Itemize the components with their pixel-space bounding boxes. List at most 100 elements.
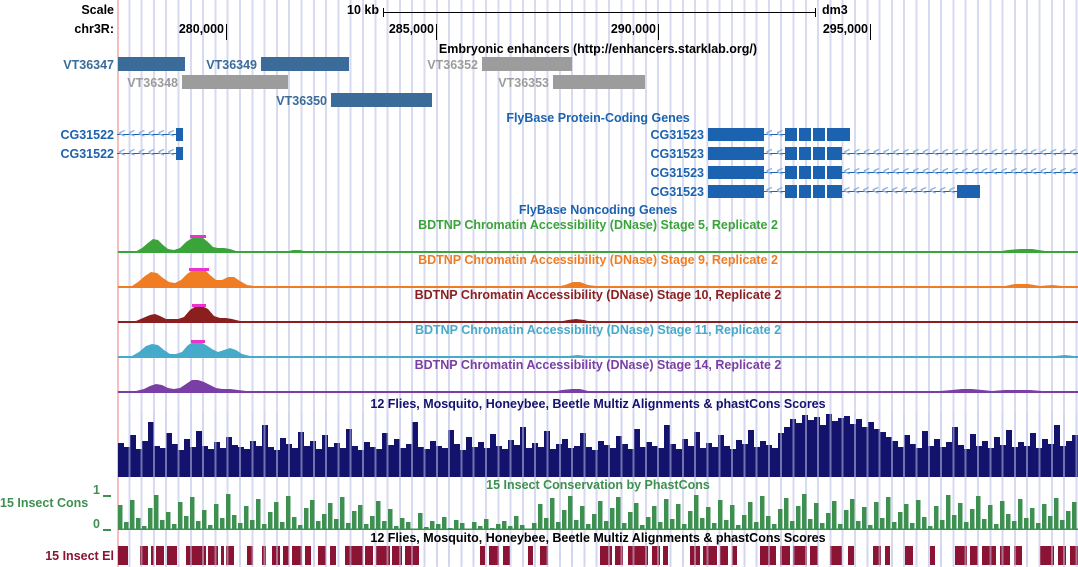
conserved-element-block [690, 546, 700, 565]
enhancer-item[interactable] [118, 57, 185, 71]
gene-exon[interactable] [827, 128, 842, 141]
track-title-bdtnp-4[interactable]: BDTNP Chromatin Accessibility (DNase) St… [414, 358, 782, 372]
bdtnp-signal-4[interactable] [118, 373, 1078, 393]
direction-arrow-icon: < [891, 184, 898, 198]
gene-exon[interactable] [785, 147, 797, 160]
clipped-peak-indicator [189, 268, 209, 271]
track-title-phastcons[interactable]: 15 Insect Conservation by PhastCons [486, 478, 710, 492]
gene-intron-line[interactable]: < < < < < < < < < < < < [842, 184, 957, 198]
gene-exon[interactable] [176, 128, 183, 141]
gene-item-label: CG31522 [60, 128, 114, 142]
gene-intron-line[interactable]: < < [764, 165, 785, 179]
gene-exon[interactable] [708, 147, 764, 160]
gene-intron-line[interactable]: < < [764, 146, 785, 160]
direction-arrow-icon: < [902, 146, 910, 160]
track-title-enhancers[interactable]: Embryonic enhancers (http://enhancers.st… [438, 42, 758, 56]
track-title-bdtnp-2[interactable]: BDTNP Chromatin Accessibility (DNase) St… [414, 288, 782, 302]
direction-arrow-icon: < [1000, 146, 1008, 160]
conserved-element-block [732, 546, 737, 565]
gene-exon[interactable] [799, 166, 811, 179]
track-title-bdtnp-1[interactable]: BDTNP Chromatin Accessibility (DNase) St… [418, 253, 778, 267]
gene-exon[interactable] [708, 128, 764, 141]
track-title-multiz[interactable]: 12 Flies, Mosquito, Honeybee, Beetle Mul… [370, 397, 826, 411]
insect-elements-track[interactable] [118, 546, 1078, 565]
conserved-element-block [140, 546, 148, 565]
gene-exon[interactable] [842, 128, 850, 141]
enhancer-item[interactable] [482, 57, 572, 71]
direction-arrow-icon: < [158, 127, 165, 141]
bdtnp-signal-3[interactable] [118, 338, 1078, 358]
conserved-element-block [873, 546, 881, 565]
gene-intron-line[interactable]: < < < < < < [117, 127, 176, 141]
direction-arrow-icon: < [873, 165, 880, 179]
scale-label: Scale [81, 3, 114, 17]
gene-exon[interactable] [827, 166, 842, 179]
direction-arrow-icon: < [843, 146, 851, 160]
gene-intron-line[interactable]: < < < < < < < < < < < < < < < < < < < < < < < < [842, 165, 1078, 179]
conserved-element-block [318, 546, 326, 565]
gene-exon[interactable] [827, 147, 842, 160]
conserved-element-block [151, 546, 154, 565]
bdtnp-signal-1[interactable] [118, 268, 1078, 288]
gene-exon[interactable] [827, 185, 842, 198]
conserved-element-block [156, 546, 164, 565]
direction-arrow-icon: < [138, 127, 145, 141]
enhancer-item[interactable] [261, 57, 349, 71]
direction-arrow-icon: < [167, 127, 175, 141]
gene-exon[interactable] [813, 185, 825, 198]
track-title-bdtnp-3[interactable]: BDTNP Chromatin Accessibility (DNase) St… [414, 323, 782, 337]
bdtnp-signal-0[interactable] [118, 233, 1078, 253]
enhancer-item-label: VT36347 [63, 58, 114, 72]
position-marker-line [117, 0, 119, 567]
gene-intron-line[interactable]: < < < < < < < < < < < < < < < < < < < < < < < < [842, 146, 1078, 160]
direction-arrow-icon: < [981, 146, 988, 160]
gene-exon[interactable] [785, 185, 797, 198]
gene-exon[interactable] [708, 166, 764, 179]
gene-exon[interactable] [813, 166, 825, 179]
gene-exon[interactable] [799, 128, 811, 141]
conserved-element-block [226, 546, 234, 565]
direction-arrow-icon: < [843, 165, 851, 179]
gene-item-label: CG31522 [60, 147, 114, 161]
track-title-noncoding-genes[interactable]: FlyBase Noncoding Genes [518, 203, 678, 217]
track-title-bdtnp-0[interactable]: BDTNP Chromatin Accessibility (DNase) St… [418, 218, 778, 232]
track-title-coding-genes[interactable]: FlyBase Protein-Coding Genes [506, 111, 690, 125]
phastcons-axis-max-tick [103, 495, 111, 497]
gene-exon[interactable] [785, 166, 797, 179]
enhancer-item-label: VT36349 [206, 58, 257, 72]
enhancer-item[interactable] [553, 75, 645, 89]
enhancer-item[interactable] [182, 75, 288, 89]
gene-exon[interactable] [176, 147, 183, 160]
track-title-multiz-repeat[interactable]: 12 Flies, Mosquito, Honeybee, Beetle Mul… [370, 531, 826, 545]
insect-elements-label: 15 Insect El [45, 549, 114, 563]
gene-exon[interactable] [813, 128, 825, 141]
coordinate-tick-label: 290,000 [610, 22, 656, 36]
coordinate-tick-label: 285,000 [388, 22, 434, 36]
gene-exon[interactable] [799, 185, 811, 198]
direction-arrow-icon: < [912, 146, 919, 160]
phastcons-track[interactable] [118, 492, 1078, 530]
direction-arrow-icon: < [1010, 146, 1018, 160]
gene-intron-line[interactable]: < < [764, 127, 785, 141]
coordinate-tick-mark [870, 24, 871, 40]
bdtnp-signal-2[interactable] [118, 303, 1078, 323]
conserved-element-block [540, 546, 548, 565]
conserved-element-block [780, 546, 790, 565]
conserved-element-block [167, 546, 177, 565]
conserved-element-block [262, 546, 266, 565]
enhancer-item-label: VT36348 [127, 76, 178, 90]
multiz-track[interactable] [118, 412, 1078, 477]
gene-exon[interactable] [708, 185, 764, 198]
gene-exon[interactable] [799, 147, 811, 160]
enhancer-item[interactable] [331, 93, 432, 107]
gene-exon[interactable] [785, 128, 797, 141]
direction-arrow-icon: < [776, 184, 783, 198]
conserved-element-block [480, 546, 485, 565]
direction-arrow-icon: < [167, 146, 175, 160]
direction-arrow-icon: < [853, 146, 860, 160]
gene-intron-line[interactable]: < < [764, 184, 785, 198]
gene-intron-line[interactable]: < < < < < < [117, 146, 176, 160]
conserved-element-block [905, 546, 913, 565]
gene-exon[interactable] [813, 147, 825, 160]
gene-exon[interactable] [957, 185, 980, 198]
